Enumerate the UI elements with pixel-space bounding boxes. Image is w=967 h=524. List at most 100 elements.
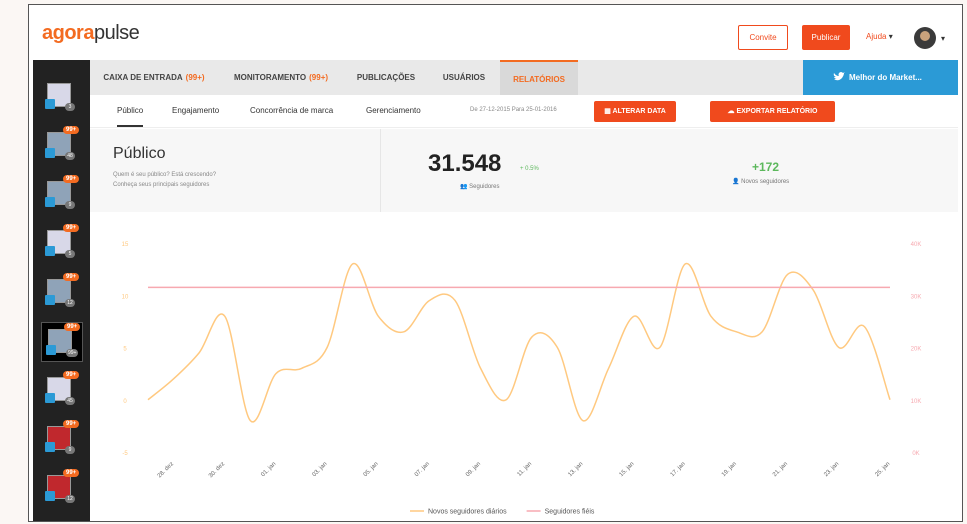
account-item[interactable]: 3 [41,77,83,117]
invite-button[interactable]: Convite [738,25,788,50]
y-tick-label: 0 [123,399,127,405]
count: 5 [65,250,75,258]
network-icon [45,148,55,158]
tab-label: MONITORAMENTO [234,73,306,82]
tab[interactable]: USUÁRIOS [428,60,500,95]
badge: 99+ [63,371,79,379]
user-avatar[interactable]: ▾ [912,25,948,51]
count: 48 [65,152,75,160]
tab-label: RELATÓRIOS [513,75,565,84]
legend-label: Seguidores fiéis [545,509,595,516]
network-icon [45,442,55,452]
help-label: Ajuda [866,32,886,41]
twitter-icon [833,72,845,82]
badge: 99+ [63,469,79,477]
x-tick-label: 23. jan [823,461,840,478]
badge: 99+ [63,126,79,134]
tab-bar: CAIXA DE ENTRADA(99+)MONITORAMENTO(99+)P… [90,60,803,95]
badge: 99+ [63,273,79,281]
count: 12 [65,299,75,307]
x-tick-label: 30. dez [208,461,226,479]
subtab[interactable]: Concorrência de marca [250,95,333,127]
tab[interactable]: PUBLICAÇÕES [344,60,428,95]
account-button[interactable]: Melhor do Market... [803,60,958,95]
export-label: EXPORTAR RELATÓRIO [736,108,817,115]
new-followers-label-text: Novos seguidores [741,179,789,185]
summary-question: Quem é seu público? Está crescendo? [113,172,216,178]
network-icon [45,99,55,109]
x-tick-label: 28. dez [157,461,175,479]
logo-agora: agora [42,22,94,44]
sidebar: 399+4899+999+599+1299+99+99+4599+999+12 [33,60,90,521]
x-tick-label: 25. jan [874,461,891,478]
y2-tick-label: 40K [911,242,922,248]
y2-tick-label: 10K [911,399,922,405]
summary-title: Público [113,145,165,163]
account-item[interactable]: 99+99+ [41,322,83,362]
date-range: De 27-12-2015 Para 25-01-2016 [470,107,557,113]
subtab[interactable]: Público [117,95,143,127]
tab[interactable]: RELATÓRIOS [500,60,578,95]
x-tick-label: 21. jan [772,461,789,478]
svg-text:▾: ▾ [941,34,945,43]
count: 45 [65,397,75,405]
y2-tick-label: 30K [911,294,922,300]
badge: 99+ [63,420,79,428]
y2-tick-label: 0K [912,451,919,457]
x-tick-label: 05. jan [363,461,380,478]
x-tick-label: 15. jan [619,461,636,478]
followers-change: + 0.5% [520,166,539,172]
account-item[interactable]: 99+ 5 [41,224,83,264]
count: 3 [65,103,75,111]
account-name: Melhor do Market... [849,73,922,82]
account-item[interactable]: 99+ 12 [41,469,83,509]
badge: 99+ [63,175,79,183]
summary-hint: Conheça seus principais seguidores [113,182,209,188]
logo[interactable]: agorapulse [42,22,139,45]
y-tick-label: 15 [122,242,129,248]
export-button[interactable]: ☁ EXPORTAR RELATÓRIO [710,101,835,122]
account-item[interactable]: 99+9 [41,175,83,215]
account-item[interactable]: 99+ 45 [41,371,83,411]
y-tick-label: -5 [122,451,128,457]
network-icon [45,295,55,305]
count: 9 [65,446,75,454]
legend-label: Novos seguidores diários [428,509,507,516]
tab-label: PUBLICAÇÕES [357,73,415,82]
network-icon [45,197,55,207]
tab-badge: (99+) [186,73,205,82]
network-icon [46,345,56,355]
y-tick-label: 10 [122,294,129,300]
help-menu[interactable]: Ajuda ▾ [866,32,893,41]
x-tick-label: 11. jan [517,461,534,478]
network-icon [45,246,55,256]
account-item[interactable]: 99+ 9 [41,420,83,460]
y-tick-label: 5 [123,347,127,353]
body: agorapulse Convite Publicar Ajuda ▾ ▾ 3 9… [0,0,967,524]
badge: 99+ [63,224,79,232]
change-date-label: ALTERAR DATA [613,108,666,115]
tab-badge: (99+) [309,73,328,82]
subtab[interactable]: Gerenciamento [366,95,421,127]
count: 12 [65,495,75,503]
tab[interactable]: CAIXA DE ENTRADA (99+) [90,60,218,95]
x-tick-label: 09. jan [465,461,482,478]
account-item[interactable]: 99+ 48 [41,126,83,166]
page: Agorapulse {"header": {"logo_a": "agora"… [0,0,967,524]
subtab[interactable]: Engajamento [172,95,219,127]
followers-label-text: Seguidores [469,184,499,190]
publish-button[interactable]: Publicar [802,25,850,50]
tab-label: CAIXA DE ENTRADA [103,73,182,82]
tab-label: USUÁRIOS [443,73,485,82]
change-date-button[interactable]: ▦ ALTERAR DATA [594,101,676,122]
network-icon [45,491,55,501]
logo-pulse: pulse [94,22,139,44]
tab[interactable]: MONITORAMENTO(99+) [218,60,344,95]
x-tick-label: 01. jan [260,461,277,478]
x-tick-label: 17. jan [670,461,687,478]
badge: 99+ [64,323,80,331]
network-icon [45,393,55,403]
x-tick-label: 19. jan [721,461,738,478]
account-item[interactable]: 99+ 12 [41,273,83,313]
